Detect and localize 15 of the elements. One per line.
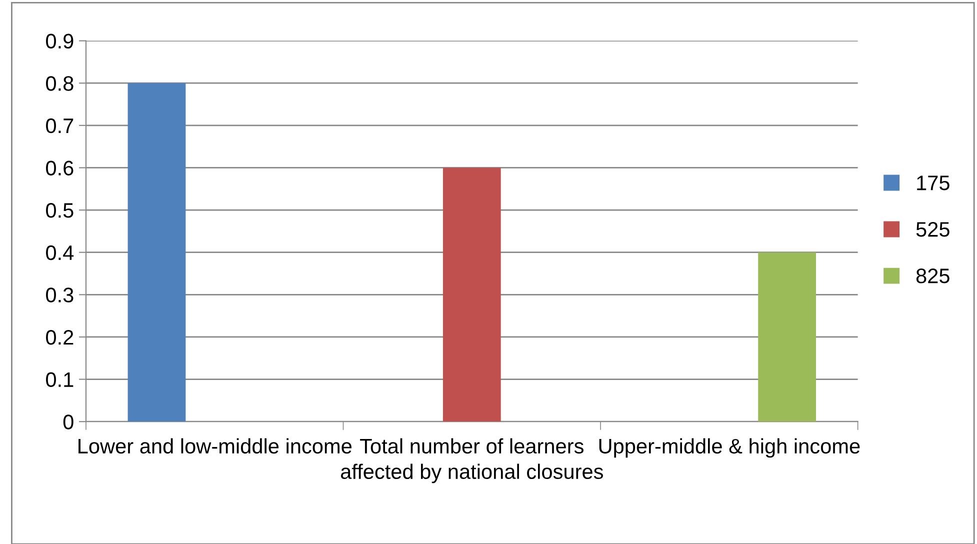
y-tick-label: 0.6 xyxy=(46,160,74,176)
legend-label: 525 xyxy=(916,222,950,237)
y-tick-label: 0.3 xyxy=(46,288,74,302)
y-tick-label: 0.7 xyxy=(46,118,74,134)
legend-label: 175 xyxy=(917,176,950,190)
y-tick-label: 0.5 xyxy=(46,203,74,218)
y-tick-label: 0.4 xyxy=(46,245,74,260)
y-tick-label: 0.9 xyxy=(46,34,74,49)
legend-label: 825 xyxy=(916,268,950,284)
y-tick-label: 0.8 xyxy=(46,76,74,91)
x-tick-label: Upper-middle & high income xyxy=(599,438,860,458)
y-tick-label: 0.2 xyxy=(46,330,74,345)
y-tick-label: 0 xyxy=(63,414,74,430)
y-tick-label: 0.1 xyxy=(46,372,74,388)
x-tick-label: Lower and low-middle income xyxy=(78,438,352,454)
